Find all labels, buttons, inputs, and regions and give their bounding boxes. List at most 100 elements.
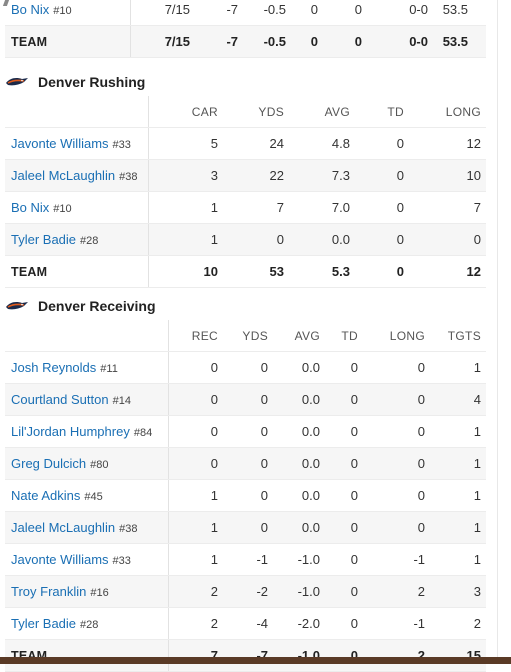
- jersey-number: #28: [80, 619, 99, 631]
- jersey-number: #38: [119, 523, 138, 535]
- stat-cell: 3: [425, 575, 486, 608]
- table-row: Lil'Jordan Humphrey #84 0 0 0.0 0 0 1: [5, 415, 486, 448]
- stat-cell: 0: [318, 0, 362, 26]
- stat-cell: -0.5: [238, 25, 286, 58]
- player-link[interactable]: Javonte Williams: [11, 136, 109, 151]
- stat-cell: 0: [350, 159, 404, 192]
- jersey-number: #11: [100, 363, 118, 375]
- column-header: LONG: [358, 320, 425, 352]
- player-cell: Jaleel McLaughlin #38: [5, 159, 149, 192]
- player-cell: Tyler Badie #28: [5, 223, 149, 256]
- stat-cell: 0: [218, 351, 268, 384]
- stat-cell: 3: [148, 159, 218, 192]
- stat-cell: 0: [350, 191, 404, 224]
- player-link[interactable]: Tyler Badie: [11, 616, 77, 631]
- player-cell: Javonte Williams #33: [5, 127, 149, 160]
- stat-cell: 1: [168, 479, 218, 512]
- team-total-row: TEAM 7/15 -7 -0.5 0 0 0-0 53.5: [5, 25, 486, 58]
- stat-cell: -1: [358, 607, 425, 640]
- stat-cell: 0: [320, 383, 358, 416]
- column-header: YDS: [218, 96, 284, 128]
- player-link[interactable]: Troy Franklin: [11, 584, 87, 599]
- stat-cell: 1: [425, 511, 486, 544]
- stat-cell: -4: [218, 607, 268, 640]
- stat-cell: 0: [320, 639, 358, 672]
- stat-cell: 1: [168, 511, 218, 544]
- player-cell: Josh Reynolds #11: [5, 351, 169, 384]
- team-label: TEAM: [5, 25, 131, 58]
- column-header: CAR: [148, 96, 218, 128]
- stat-cell: 0: [320, 543, 358, 576]
- stat-cell: 0: [320, 575, 358, 608]
- player-cell: Troy Franklin #16: [5, 575, 169, 608]
- table-row: Javonte Williams #33 1 -1 -1.0 0 -1 1: [5, 543, 486, 576]
- player-link[interactable]: Nate Adkins: [11, 488, 81, 503]
- section-title-text: Denver Rushing: [38, 74, 146, 90]
- player-link[interactable]: Courtland Sutton: [11, 392, 109, 407]
- jersey-number: #38: [119, 171, 138, 183]
- stat-cell: -1.0: [268, 639, 320, 672]
- table-row: Josh Reynolds #11 0 0 0.0 0 0 1: [5, 351, 486, 384]
- denver-passing-table: Bo Nix #10 7/15 -7 -0.5 0 0 0-0 53.5 TEAM…: [5, 0, 486, 58]
- stat-cell: 24: [218, 127, 284, 160]
- player-cell: Nate Adkins #45: [5, 479, 169, 512]
- stat-cell: 0: [320, 415, 358, 448]
- stat-cell: 0.0: [268, 447, 320, 480]
- stat-cell: 53.5: [428, 25, 486, 58]
- stat-cell: 0: [218, 447, 268, 480]
- table-row: Javonte Williams #33 5 24 4.8 0 12: [5, 127, 486, 160]
- player-link[interactable]: Jaleel McLaughlin: [11, 168, 116, 183]
- stat-cell: 0-0: [362, 0, 428, 26]
- stat-cell: 2: [168, 607, 218, 640]
- stat-cell: 12: [404, 127, 486, 160]
- player-link[interactable]: Greg Dulcich: [11, 456, 87, 471]
- stat-cell: 1: [425, 415, 486, 448]
- jersey-number: #84: [133, 427, 153, 439]
- player-link[interactable]: Josh Reynolds: [11, 360, 97, 375]
- stat-cell: -7: [190, 0, 238, 26]
- stat-cell: 0: [318, 25, 362, 58]
- player-link[interactable]: Lil'Jordan Humphrey: [11, 424, 130, 439]
- player-link[interactable]: Javonte Williams: [11, 552, 109, 567]
- player-cell: Courtland Sutton #14: [5, 383, 169, 416]
- table-row: Nate Adkins #45 1 0 0.0 0 0 1: [5, 479, 486, 512]
- table-row: Jaleel McLaughlin #38 1 0 0.0 0 0 1: [5, 511, 486, 544]
- stat-cell: 0: [320, 511, 358, 544]
- player-cell: Javonte Williams #33: [5, 543, 169, 576]
- stat-cell: 0.0: [268, 351, 320, 384]
- stat-cell: 0.0: [268, 511, 320, 544]
- stat-cell: 0: [168, 447, 218, 480]
- stat-cell: 7/15: [130, 25, 190, 58]
- stat-cell: 7: [218, 191, 284, 224]
- stat-cell: -2.0: [268, 607, 320, 640]
- table-header-row: CAR YDS AVG TD LONG: [5, 96, 486, 128]
- stat-cell: 7: [168, 639, 218, 672]
- stat-cell: 4.8: [284, 127, 350, 160]
- stat-cell: 0: [350, 255, 404, 288]
- stat-cell: 22: [218, 159, 284, 192]
- stat-cell: 0: [358, 383, 425, 416]
- stat-cell: -7: [190, 25, 238, 58]
- stat-cell: 2: [425, 607, 486, 640]
- stat-cell: 0: [350, 223, 404, 256]
- stat-cell: 0: [358, 511, 425, 544]
- player-link[interactable]: Jaleel McLaughlin: [11, 520, 116, 535]
- player-link[interactable]: Bo Nix: [11, 2, 50, 17]
- player-link[interactable]: Tyler Badie: [11, 232, 77, 247]
- player-column-header: [5, 320, 169, 352]
- stat-cell: 15: [425, 639, 486, 672]
- table-row: Tyler Badie #28 2 -4 -2.0 0 -1 2: [5, 607, 486, 640]
- team-label: TEAM: [5, 255, 149, 288]
- table-row: Courtland Sutton #14 0 0 0.0 0 0 4: [5, 383, 486, 416]
- player-link[interactable]: Bo Nix: [11, 200, 50, 215]
- stat-cell: 0: [286, 25, 318, 58]
- jersey-number: #80: [90, 459, 109, 471]
- stat-cell: 0: [218, 479, 268, 512]
- table-row: Jaleel McLaughlin #38 3 22 7.3 0 10: [5, 159, 486, 192]
- stat-cell: -1.0: [268, 575, 320, 608]
- jersey-number: #45: [84, 491, 103, 503]
- stat-cell: -1: [358, 543, 425, 576]
- jersey-number: #14: [112, 395, 131, 407]
- player-column-header: [5, 96, 149, 128]
- stat-cell: 0: [218, 511, 268, 544]
